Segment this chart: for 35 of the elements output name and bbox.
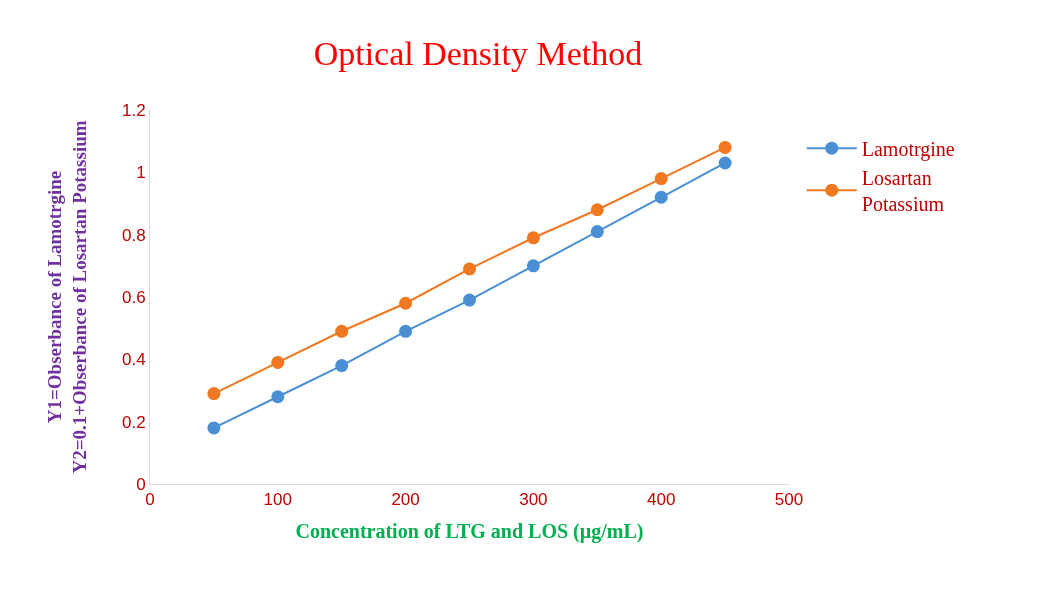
point [718,156,732,170]
point [718,140,732,154]
y-tick-label: 0.8 [121,225,146,245]
x-tick-label: 100 [263,490,292,510]
y-tick-label: 0.4 [121,350,146,370]
point [654,190,668,204]
x-tick-label: 200 [391,490,420,510]
y-tick-label: 0.6 [121,287,146,307]
point [463,293,476,307]
x-tick-label: 500 [774,490,804,510]
point [399,296,413,310]
point [590,203,604,217]
point [207,421,221,435]
point [207,387,221,401]
legend-label: Losartan Potassium [861,167,945,215]
point [271,355,285,369]
y-axis-title: Y1=Obserbance of Lamotrgine Y2=0.1+Obserbance of Losartan Potassium [44,120,90,474]
y-tick-label: 0 [136,474,146,494]
y-tick-label: 1.2 [121,100,146,120]
point [590,225,604,239]
x-axis-title: Concentration of LTG and LOS (µg/mL) [295,519,644,543]
y-tick-label: 1 [136,163,146,183]
point [335,359,349,373]
point [526,259,540,273]
y-tick-label: 0.2 [121,412,146,432]
point [526,231,540,245]
point [271,390,285,404]
point [335,324,349,338]
point [399,324,413,338]
point [654,172,668,186]
x-tick-label: 300 [519,490,548,510]
chart-title: Optical Density Method [313,35,643,73]
x-tick-label: 400 [647,490,676,510]
legend-label: Lamotrgine [861,138,955,161]
point [463,262,476,276]
